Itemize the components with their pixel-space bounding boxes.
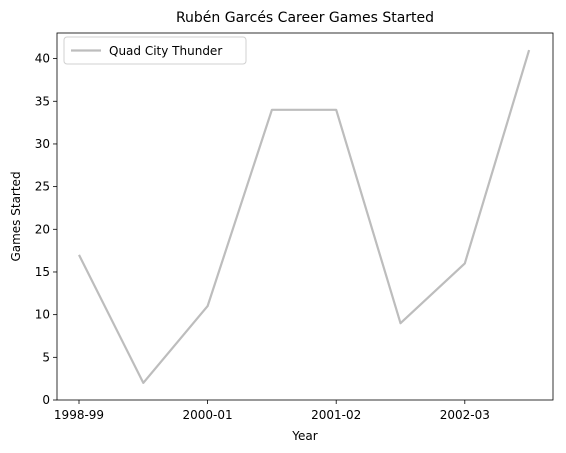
y-tick-label: 20 [35, 222, 50, 236]
legend-label: Quad City Thunder [109, 44, 222, 58]
x-tick-label: 1998-99 [54, 408, 104, 422]
y-tick-label: 30 [35, 137, 50, 151]
y-tick-label: 40 [35, 52, 50, 66]
x-tick-label: 2000-01 [183, 408, 233, 422]
x-tick-label: 2002-03 [440, 408, 490, 422]
y-tick-label: 25 [35, 180, 50, 194]
y-tick-label: 15 [35, 265, 50, 279]
y-tick-label: 5 [42, 350, 50, 364]
series-line [78, 49, 531, 384]
legend: Quad City Thunder [63, 36, 247, 65]
y-tick-label: 10 [35, 308, 50, 322]
y-tick-label: 0 [42, 393, 50, 407]
axes-frame [56, 32, 554, 401]
chart-title: Rubén Garcés Career Games Started [176, 10, 434, 26]
x-tick-label: 2001-02 [311, 408, 361, 422]
x-axis-title: Year [291, 429, 317, 443]
y-axis-title: Games Started [9, 171, 23, 261]
legend-box [63, 36, 247, 65]
plot-area: 0 5 10 15 20 25 30 35 40 1998-99 2000-01 2001-02 200… [35, 32, 554, 422]
y-tick-label: 35 [35, 94, 50, 108]
